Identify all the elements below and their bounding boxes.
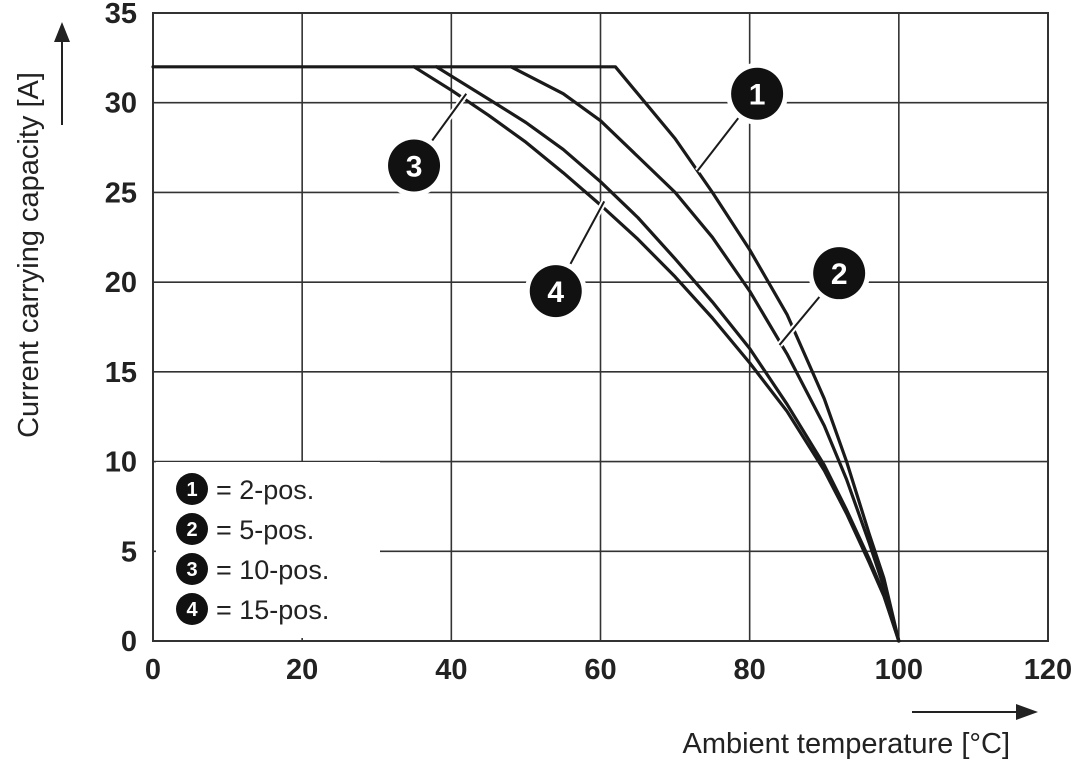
callout-marker-4: 4 — [529, 265, 582, 318]
callout-marker-1-number: 1 — [749, 79, 766, 112]
series-line-4 — [412, 65, 901, 643]
legend-marker-4: 4 — [176, 593, 208, 625]
legend-label-3: = 10-pos. — [216, 555, 329, 585]
callout-leader-4 — [567, 200, 606, 269]
tick-labels: 0 20 40 60 80 100 120 0 5 10 15 20 25 30 35 — [105, 0, 1072, 686]
legend-marker-2: 2 — [176, 513, 208, 545]
legend-marker-2-number: 2 — [186, 519, 197, 541]
callout-marker-1: 1 — [731, 67, 784, 120]
x-axis-label: Ambient temperature [°C] — [682, 728, 1010, 760]
y-axis-arrow-head — [54, 22, 70, 42]
y-axis-title-group: Current carrying capacity [A] — [13, 22, 70, 438]
legend-marker-1-number: 1 — [186, 479, 197, 501]
callout-leader-1 — [696, 113, 743, 172]
callout-marker-3-number: 3 — [406, 150, 423, 183]
legend-marker-1-circle — [176, 473, 208, 505]
x-axis-arrow-head — [1016, 704, 1038, 720]
series-line-3 — [434, 65, 901, 643]
x-tick-label: 80 — [734, 654, 766, 686]
legend-label-4: = 15-pos. — [216, 595, 329, 625]
callout-leader-2 — [778, 292, 824, 346]
legend-marker-3-number: 3 — [186, 559, 197, 581]
callouts: 1 2 3 4 — [383, 62, 871, 347]
callout-marker-3-circle — [388, 139, 441, 192]
y-tick-label: 5 — [121, 536, 137, 568]
series-line-1 — [151, 65, 901, 643]
legend-marker-1: 1 — [176, 473, 208, 505]
legend-marker-2-circle — [176, 513, 208, 545]
x-tick-label: 20 — [286, 654, 318, 686]
legend-label-2: = 5-pos. — [216, 515, 314, 545]
legend-marker-4-circle — [176, 593, 208, 625]
y-axis-label: Current carrying capacity [A] — [13, 72, 45, 438]
x-tick-label: 120 — [1024, 654, 1072, 686]
legend-label-1: = 2-pos. — [216, 475, 314, 505]
y-tick-label: 15 — [105, 357, 137, 389]
x-tick-label: 60 — [584, 654, 616, 686]
x-tick-label: 100 — [875, 654, 923, 686]
callout-marker-2-number: 2 — [831, 258, 848, 291]
series-lines — [151, 65, 901, 643]
legend-marker-4-number: 4 — [186, 599, 198, 621]
x-tick-label: 0 — [145, 654, 161, 686]
callout-leader-3 — [428, 93, 468, 146]
y-tick-label: 20 — [105, 267, 137, 299]
legend-marker-3: 3 — [176, 553, 208, 585]
y-tick-label: 0 — [121, 626, 137, 658]
y-tick-label: 25 — [105, 177, 137, 209]
series-line-2 — [509, 65, 901, 643]
y-tick-label: 35 — [105, 0, 137, 30]
legend: 1 = 2-pos. 2 = 5-pos. 3 = 10-pos. 4 = 15-pos. — [176, 473, 329, 625]
y-tick-label: 30 — [105, 88, 137, 120]
x-tick-label: 40 — [435, 654, 467, 686]
callout-marker-3: 3 — [388, 139, 441, 192]
callout-marker-2-circle — [813, 247, 866, 300]
legend-marker-3-circle — [176, 553, 208, 585]
callout-marker-4-number: 4 — [547, 276, 564, 309]
callout-marker-4-circle — [529, 265, 582, 318]
y-tick-label: 10 — [105, 447, 137, 479]
callout-marker-2: 2 — [813, 247, 866, 300]
callout-marker-1-circle — [731, 67, 784, 120]
x-axis-title-group: Ambient temperature [°C] — [682, 704, 1038, 760]
